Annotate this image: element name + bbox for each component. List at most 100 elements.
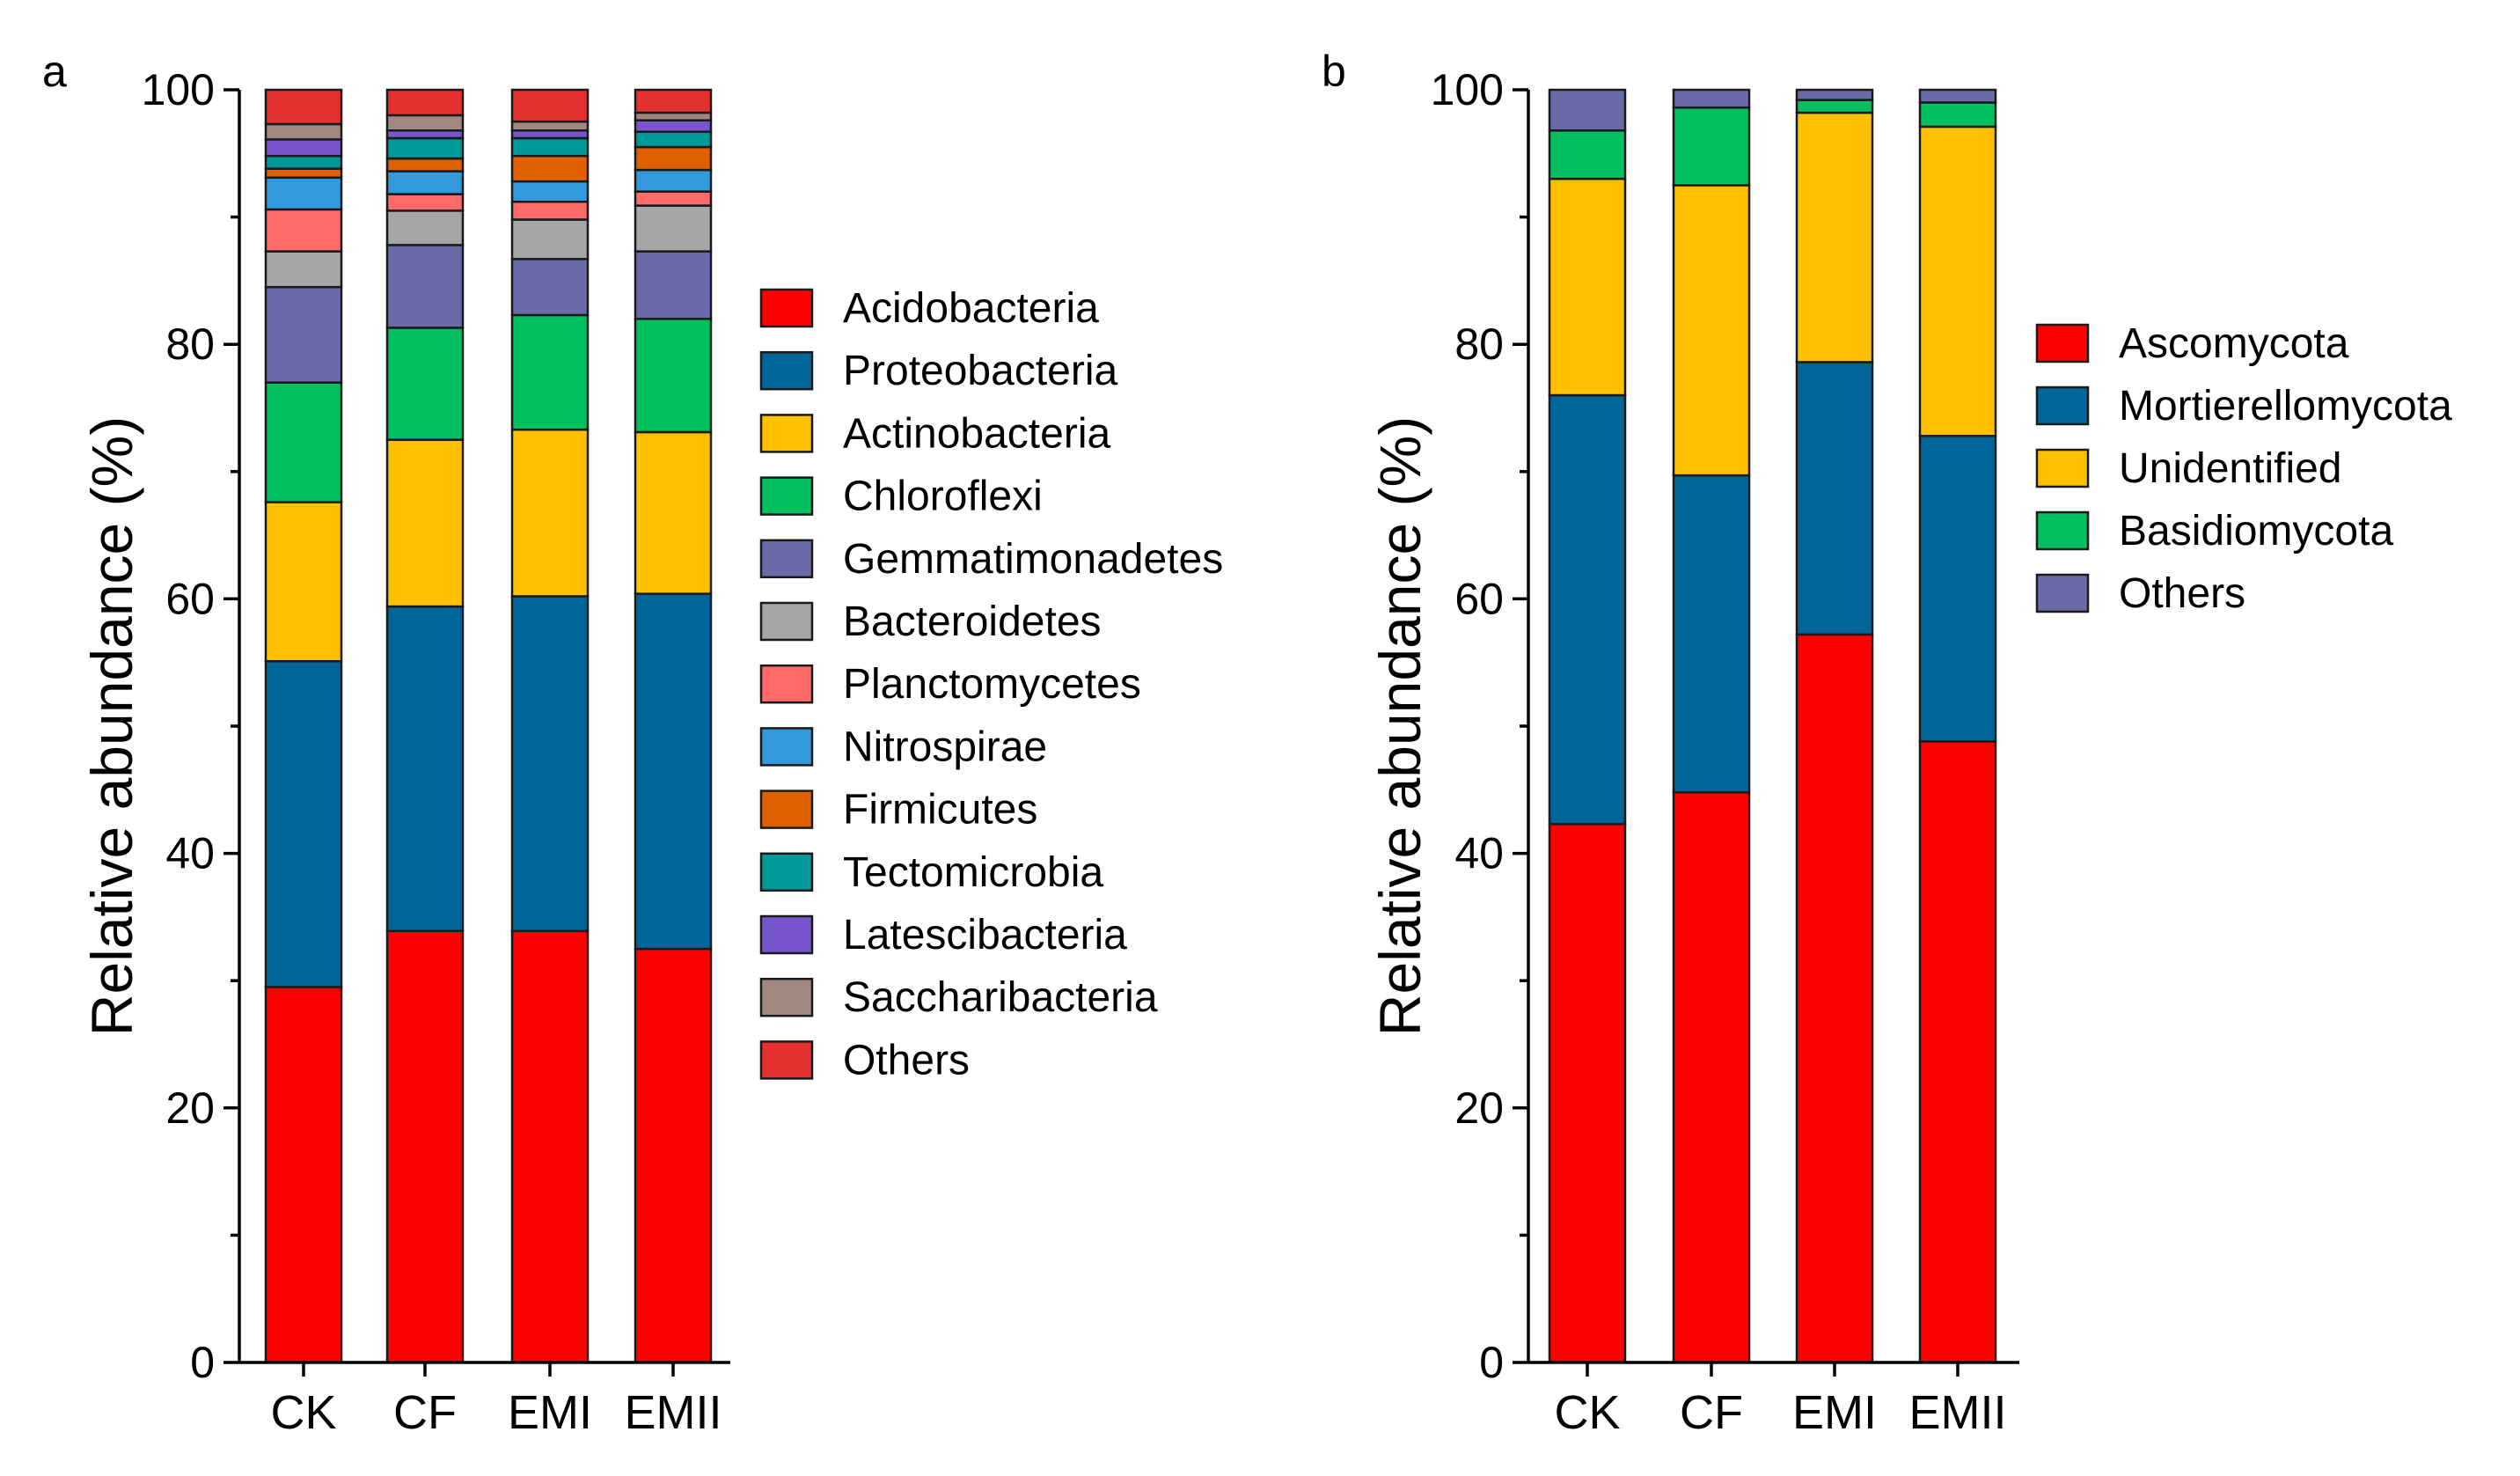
legend-swatch: [759, 789, 814, 829]
legend-swatch: [759, 414, 814, 453]
bar-segment-proteobacteria: [264, 660, 343, 988]
x-tick-label: CF: [1680, 1386, 1743, 1439]
legend-label: Latescibacteria: [843, 912, 1127, 958]
bar-segment-mortierellomycota: [1548, 393, 1627, 826]
bar-segment-planctomycetes: [510, 200, 590, 221]
bar-segment-tectomicrobia: [510, 136, 590, 158]
bar-segment-saccharibacteria: [510, 120, 590, 132]
bar-segment-basidiomycota: [1548, 129, 1627, 180]
bar-segment-nitrospirae: [385, 170, 465, 195]
legend-swatch: [759, 288, 814, 328]
legend-label: Gemmatimonadetes: [843, 536, 1223, 583]
panel-letter: a: [42, 47, 67, 96]
bar-segment-latescibacteria: [264, 138, 343, 158]
legend-label: Firmicutes: [843, 787, 1037, 833]
bar-segment-gemmatimonadetes: [385, 244, 465, 329]
legend-label: Unidentified: [2119, 445, 2342, 492]
legend-swatch: [759, 476, 814, 516]
bar-segment-firmicutes: [385, 157, 465, 173]
bar-segment-proteobacteria: [510, 595, 590, 933]
bar-segment-bacteroidetes: [634, 204, 713, 253]
bar-segment-nitrospirae: [264, 176, 343, 211]
bar-segment-basidiomycota: [1795, 99, 1874, 114]
bar-segment-tectomicrobia: [634, 130, 713, 149]
bar-segment-bacteroidetes: [385, 209, 465, 246]
legend-item: Actinobacteria: [759, 410, 1110, 457]
legend-label: Tectomicrobia: [843, 849, 1103, 896]
bar-segment-basidiomycota: [1672, 106, 1751, 187]
legend-swatch: [759, 1040, 814, 1080]
bar-segment-chloroflexi: [264, 381, 343, 503]
bar-segment-unidentified: [1795, 111, 1874, 363]
x-tick-label: EMII: [1908, 1386, 2006, 1439]
bar-segment-others: [1795, 88, 1874, 101]
legend-item: Chloroflexi: [759, 474, 1043, 520]
bar-segment-others: [1672, 88, 1751, 109]
bar-segment-ascomycota: [1795, 633, 1874, 1364]
legend-item: Proteobacteria: [759, 348, 1117, 394]
x-tick-label: CF: [393, 1386, 457, 1439]
bar-segment-others: [385, 88, 465, 117]
bar-segment-saccharibacteria: [264, 122, 343, 141]
bar-segment-actinobacteria: [385, 438, 465, 608]
bar-CF: [385, 88, 465, 1364]
legend-swatch: [759, 852, 814, 892]
legend-item: Saccharibacteria: [759, 974, 1158, 1021]
panel-letter: b: [1322, 47, 1346, 96]
bar-segment-basidiomycota: [1918, 101, 1997, 129]
bar-segment-others: [1548, 88, 1627, 132]
y-tick-label: 20: [1454, 1083, 1504, 1133]
bar-CK: [264, 88, 343, 1364]
bar-segment-others: [264, 88, 343, 126]
y-tick-label: 0: [1479, 1338, 1504, 1387]
legend-item: Others: [2035, 570, 2245, 617]
x-tick-label: EMI: [508, 1386, 592, 1439]
legend-item: Nitrospirae: [759, 723, 1047, 770]
legend-label: Saccharibacteria: [843, 974, 1158, 1021]
bar-EMII: [1918, 88, 1997, 1364]
y-tick-label: 80: [1454, 319, 1504, 369]
legend-item: Tectomicrobia: [759, 849, 1103, 896]
bar-segment-others: [510, 88, 590, 123]
y-axis-title: Relative abundance (%): [79, 416, 144, 1036]
bar-segment-saccharibacteria: [385, 114, 465, 132]
bar-segment-acidobacteria: [264, 986, 343, 1364]
panel-b: b 0 20 40 60 80 100 CK CF EMI EMII Relative abundan…: [1322, 47, 2452, 1439]
bar-segment-acidobacteria: [634, 947, 713, 1364]
bar-segment-ascomycota: [1918, 740, 1997, 1364]
legend-label: Proteobacteria: [843, 348, 1117, 394]
bar-segment-saccharibacteria: [634, 111, 713, 121]
bar-segment-latescibacteria: [634, 119, 713, 133]
bar-segment-actinobacteria: [510, 428, 590, 598]
bar-segment-planctomycetes: [634, 190, 713, 207]
bar-CF: [1672, 88, 1751, 1364]
legend-item: Unidentified: [2035, 445, 2342, 492]
bar-segment-latescibacteria: [385, 129, 465, 140]
bar-segment-chloroflexi: [385, 327, 465, 441]
bar-segment-tectomicrobia: [385, 136, 465, 160]
y-tick-label: 100: [142, 65, 215, 114]
bar-segment-ascomycota: [1672, 790, 1751, 1364]
bar-EMII: [634, 88, 713, 1364]
legend-swatch: [2035, 448, 2090, 488]
legend-item: Mortierellomycota: [2035, 383, 2452, 430]
legend-item: Bacteroidetes: [759, 598, 1102, 645]
legend-item: Firmicutes: [759, 787, 1037, 833]
legend-item: Planctomycetes: [759, 661, 1141, 708]
legend-item: Others: [759, 1037, 970, 1083]
y-tick-label: 0: [190, 1338, 215, 1387]
bar-segment-ascomycota: [1548, 823, 1627, 1364]
bar-segment-firmicutes: [264, 167, 343, 180]
legend-label: Acidobacteria: [843, 285, 1099, 332]
panel-a: a 0 20 40 60 80 100 CK CF EMI EMII Relative abundan…: [42, 47, 1223, 1439]
bar-segment-nitrospirae: [510, 180, 590, 203]
bar-segment-others: [1918, 88, 1997, 104]
bar-segment-proteobacteria: [634, 592, 713, 951]
legend-swatch: [759, 977, 814, 1017]
legend-swatch: [759, 601, 814, 642]
legend-item: Gemmatimonadetes: [759, 536, 1223, 583]
bar-EMI: [510, 88, 590, 1364]
bar-segment-planctomycetes: [264, 208, 343, 253]
x-tick-label: CK: [270, 1386, 336, 1439]
